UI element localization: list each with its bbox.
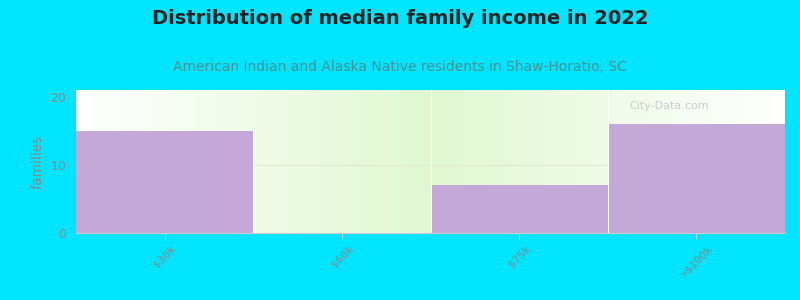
Bar: [430, 185, 608, 233]
Bar: [76, 131, 254, 233]
Text: Distribution of median family income in 2022: Distribution of median family income in …: [152, 9, 648, 28]
Y-axis label: families: families: [31, 134, 45, 189]
Text: City-Data.com: City-Data.com: [629, 101, 709, 111]
Bar: [608, 124, 785, 233]
Text: American Indian and Alaska Native residents in Shaw-Horatio, SC: American Indian and Alaska Native reside…: [173, 60, 627, 74]
